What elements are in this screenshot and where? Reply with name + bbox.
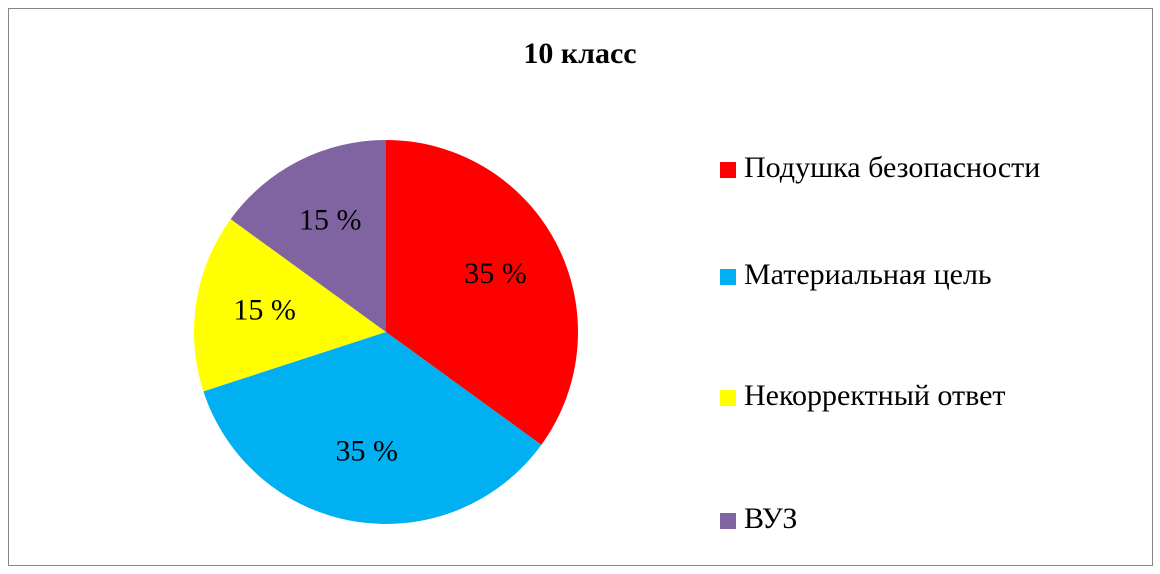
legend-label: Материальная цель bbox=[744, 258, 992, 291]
legend-swatch bbox=[720, 390, 736, 406]
chart-border bbox=[8, 8, 1153, 566]
data-label: 15 % bbox=[299, 203, 362, 236]
data-label: 35 % bbox=[464, 257, 527, 290]
legend-swatch bbox=[720, 269, 736, 285]
pie-slice bbox=[386, 140, 579, 445]
legend-label: Подушка безопасности bbox=[744, 151, 1040, 184]
legend-swatch bbox=[720, 162, 736, 178]
legend-swatch bbox=[720, 513, 736, 529]
pie-slice bbox=[194, 219, 386, 392]
data-label: 15 % bbox=[233, 294, 296, 327]
chart-title: 10 класс bbox=[523, 37, 636, 70]
legend-label: Некорректный ответ bbox=[744, 379, 1006, 412]
pie-slice bbox=[230, 140, 386, 332]
data-label: 35 % bbox=[336, 434, 399, 467]
legend-label: ВУЗ bbox=[744, 502, 797, 535]
pie-slice bbox=[203, 332, 542, 524]
